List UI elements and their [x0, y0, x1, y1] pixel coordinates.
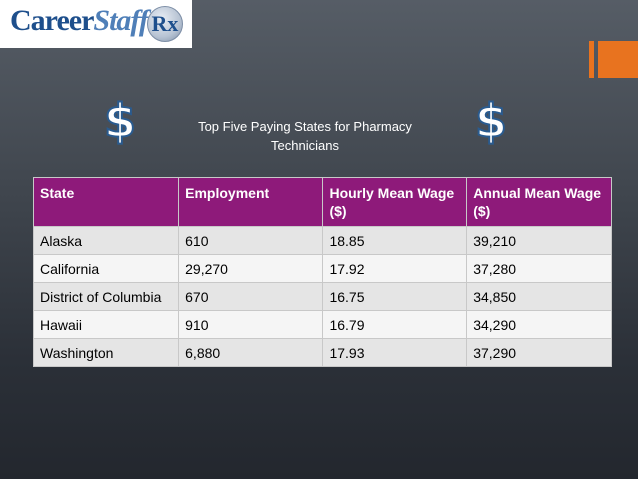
cell-state: Washington: [32, 338, 180, 367]
wage-table: State Employment Hourly Mean Wage ($) An…: [32, 177, 612, 367]
cell-annual: 37,290: [466, 338, 612, 367]
table-row: Hawaii 910 16.79 34,290: [32, 310, 612, 339]
cell-hourly: 16.75: [322, 282, 468, 311]
slide-title: Top Five Paying States for Pharmacy Tech…: [170, 117, 440, 155]
cell-hourly: 17.93: [322, 338, 468, 367]
table-row: Alaska 610 18.85 39,210: [32, 226, 612, 255]
slide-title-line-2: Technicians: [271, 138, 339, 153]
header-hourly-wage: Hourly Mean Wage ($): [322, 177, 468, 227]
orange-accent-thick: [598, 41, 638, 78]
slide-title-line-1: Top Five Paying States for Pharmacy: [198, 119, 412, 134]
logo-staff-text: Staff: [93, 4, 148, 37]
cell-annual: 34,290: [466, 310, 612, 339]
rx-seal-icon: Rx: [147, 6, 183, 42]
table-row: California 29,270 17.92 37,280: [32, 254, 612, 283]
dollar-sign-icon-left: $: [103, 94, 137, 148]
header-employment: Employment: [178, 177, 324, 227]
cell-annual: 39,210: [466, 226, 612, 255]
cell-employment: 6,880: [178, 338, 324, 367]
cell-state: California: [32, 254, 180, 283]
logo-wordmark: CareerStaff: [10, 4, 149, 38]
cell-annual: 34,850: [466, 282, 612, 311]
cell-employment: 29,270: [178, 254, 324, 283]
table-row: District of Columbia 670 16.75 34,850: [32, 282, 612, 311]
header-annual-wage: Annual Mean Wage ($): [466, 177, 612, 227]
cell-employment: 910: [178, 310, 324, 339]
cell-hourly: 16.79: [322, 310, 468, 339]
cell-state: District of Columbia: [32, 282, 180, 311]
cell-employment: 610: [178, 226, 324, 255]
cell-state: Alaska: [32, 226, 180, 255]
logo-career-text: Career: [10, 4, 94, 37]
cell-hourly: 17.92: [322, 254, 468, 283]
table-header-row: State Employment Hourly Mean Wage ($) An…: [32, 177, 612, 227]
cell-annual: 37,280: [466, 254, 612, 283]
table-row: Washington 6,880 17.93 37,290: [32, 338, 612, 367]
dollar-sign-icon-right: $: [474, 94, 508, 148]
header-state: State: [32, 177, 180, 227]
cell-hourly: 18.85: [322, 226, 468, 255]
careerstaff-logo: CareerStaff Rx: [0, 0, 192, 48]
cell-state: Hawaii: [32, 310, 180, 339]
cell-employment: 670: [178, 282, 324, 311]
orange-accent-thin: [589, 41, 594, 78]
